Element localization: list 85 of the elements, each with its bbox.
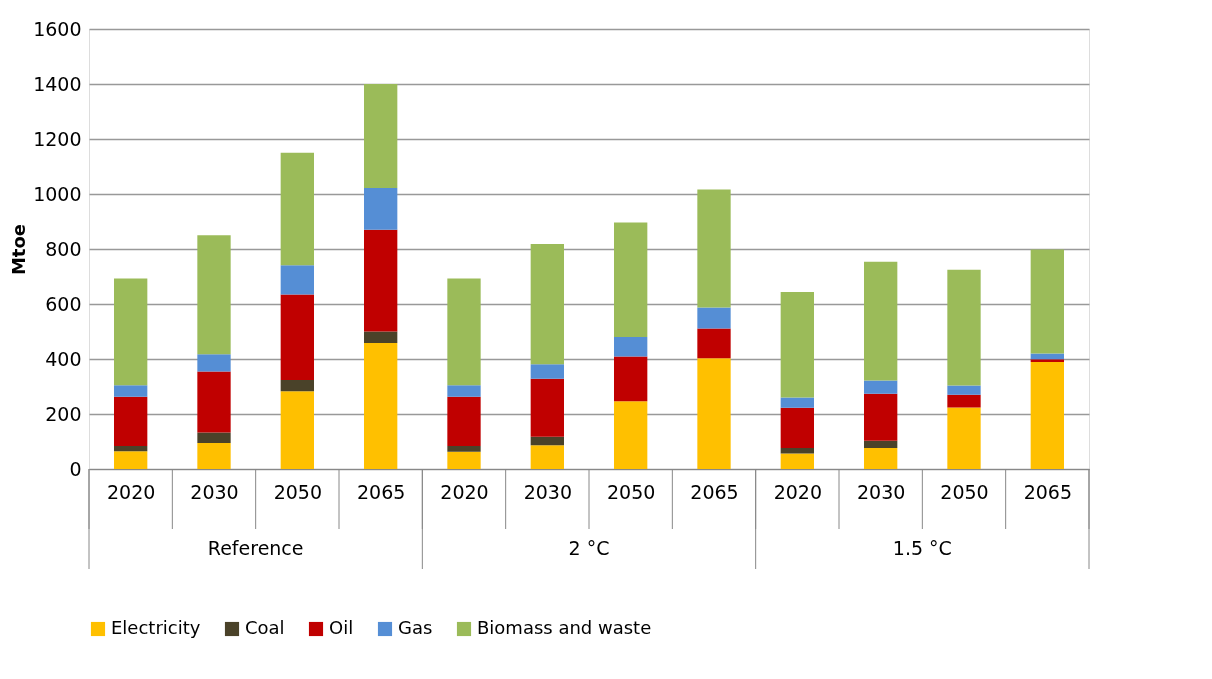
bar — [864, 393, 898, 441]
bar — [447, 445, 481, 452]
bar — [280, 391, 314, 469]
bar — [280, 152, 314, 266]
text: 2 °C — [568, 537, 610, 559]
x-tick-label: 2030 — [856, 480, 906, 503]
bar — [280, 265, 314, 295]
bar — [780, 453, 814, 469]
legend-label: Coal — [245, 617, 285, 638]
y-tick-label: 1200 — [33, 127, 82, 150]
y-tick-label: 200 — [45, 402, 82, 425]
y-tick-label: 600 — [45, 292, 82, 315]
bar — [780, 448, 814, 454]
bar — [530, 364, 564, 379]
x-tick-label: 2020 — [773, 480, 823, 503]
y-axis-title: Mtoe — [8, 223, 30, 276]
bar — [114, 396, 148, 446]
bar — [364, 343, 398, 469]
x-tick-label: 2065 — [690, 480, 739, 503]
bar — [114, 445, 148, 452]
y-tick-label: 1000 — [33, 182, 82, 205]
bar — [114, 278, 148, 386]
bar — [780, 397, 814, 408]
y-tick-label: 400 — [45, 347, 82, 370]
bar — [364, 187, 398, 230]
legend-label: Oil — [329, 617, 354, 638]
bar — [447, 451, 481, 469]
bar — [697, 328, 731, 359]
y-tick-label: 800 — [45, 237, 82, 260]
bar — [614, 356, 648, 402]
legend-label: Biomass and waste — [477, 617, 652, 638]
bar — [697, 307, 731, 329]
bar — [697, 358, 731, 469]
bar — [864, 448, 898, 469]
bar — [1030, 249, 1064, 354]
bar — [197, 354, 231, 372]
bar — [530, 378, 564, 437]
x-tick-label: 2050 — [273, 480, 323, 503]
x-tick-label: 2020 — [440, 480, 489, 503]
bar — [947, 407, 981, 469]
text: Reference — [207, 537, 304, 559]
bar — [197, 432, 231, 443]
bar — [864, 380, 898, 394]
bar — [197, 371, 231, 433]
bar — [114, 451, 148, 469]
bar — [447, 278, 481, 386]
bar — [447, 396, 481, 446]
x-tick-label: 2050 — [606, 480, 656, 503]
bar — [114, 385, 148, 397]
bar — [947, 394, 981, 408]
legend-label: Electricity — [111, 617, 201, 638]
x-tick-label: 2030 — [523, 480, 573, 503]
bar — [530, 436, 564, 446]
bar — [614, 337, 648, 357]
bar — [364, 229, 398, 332]
x-tick-label: 2065 — [356, 480, 406, 503]
bar — [614, 222, 648, 337]
x-tick-label: 2020 — [106, 480, 156, 503]
bar — [197, 442, 231, 469]
bar — [780, 407, 814, 449]
bar — [1030, 359, 1064, 363]
x-tick-label: 2050 — [940, 480, 989, 503]
bar — [780, 291, 814, 398]
bar — [614, 401, 648, 469]
bar — [864, 440, 898, 449]
bar — [280, 294, 314, 380]
y-tick-label: 1600 — [33, 17, 82, 40]
bar — [197, 235, 231, 355]
bar — [947, 385, 981, 395]
bar — [364, 331, 398, 344]
bar — [364, 84, 398, 188]
x-tick-label: 2065 — [1023, 480, 1073, 503]
bar — [947, 269, 981, 386]
bar — [1030, 362, 1064, 469]
y-tick-label: 0 — [69, 457, 82, 480]
legend-label: Gas — [398, 617, 433, 638]
bar — [530, 445, 564, 469]
bar — [864, 261, 898, 381]
bar — [280, 379, 314, 392]
text: 1.5 °C — [892, 537, 952, 559]
bar — [447, 385, 481, 397]
y-tick-label: 1400 — [33, 72, 82, 95]
x-tick-label: 2030 — [190, 480, 239, 503]
bar — [530, 244, 564, 365]
bar — [697, 189, 731, 308]
